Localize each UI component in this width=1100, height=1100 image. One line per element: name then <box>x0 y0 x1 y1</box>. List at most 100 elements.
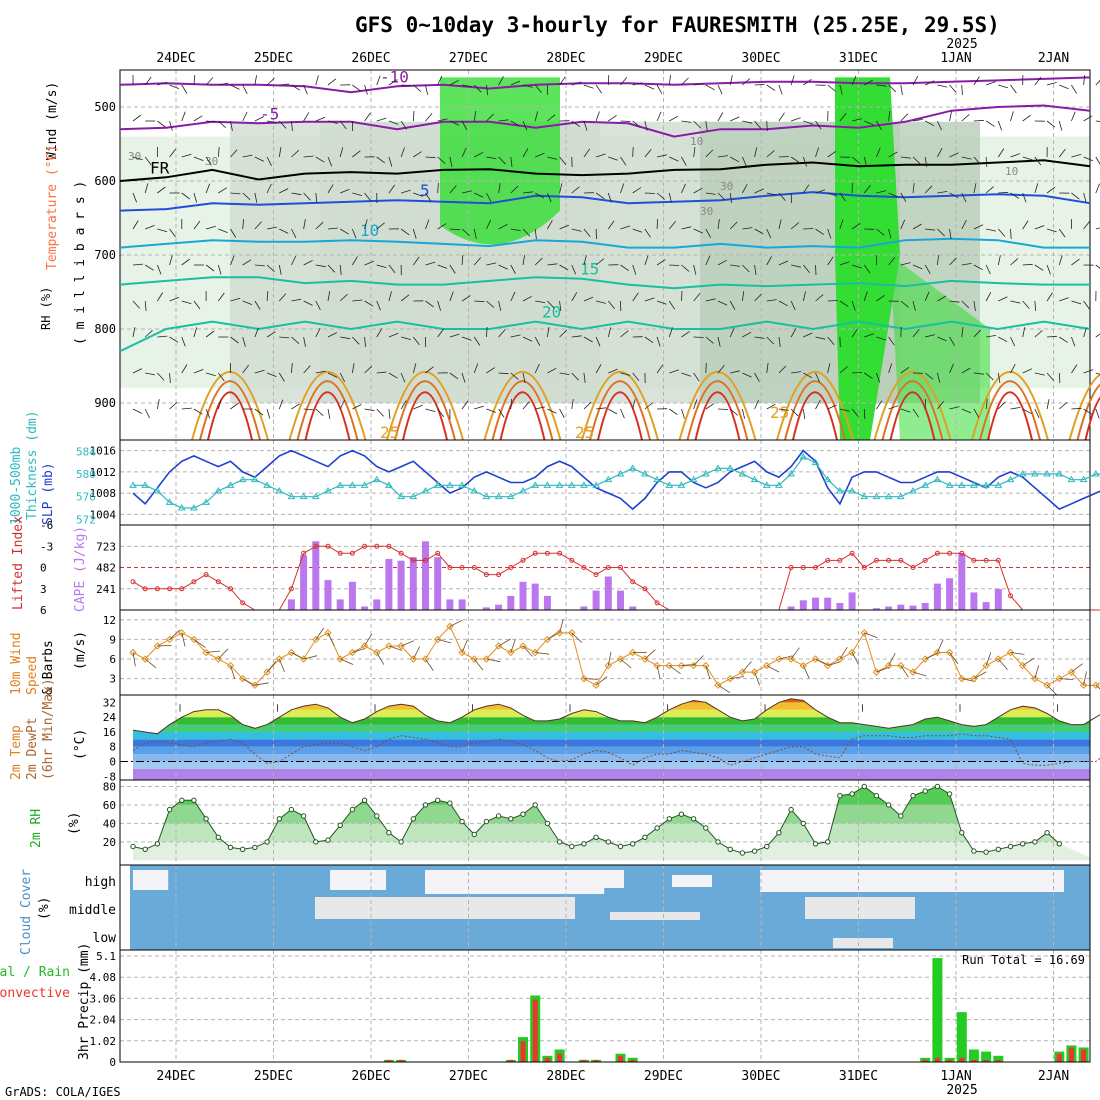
rh2m-marker <box>179 797 185 803</box>
wind-speed-marker <box>653 661 661 670</box>
wind-barb <box>937 148 943 158</box>
wind-barb <box>790 222 800 230</box>
wind-barb <box>157 372 165 381</box>
wind-speed-marker <box>1006 648 1015 657</box>
wind-barb <box>522 401 530 410</box>
wind-barb <box>364 336 366 347</box>
wind-barb <box>912 156 921 165</box>
wind-barb <box>571 186 580 194</box>
wind-barb <box>998 401 1006 410</box>
cape-bar <box>580 606 588 610</box>
temp-color-band <box>133 739 1090 747</box>
wind-barb <box>1095 408 1100 419</box>
wind-barb <box>827 363 831 374</box>
thickness-series-line <box>133 456 1100 509</box>
wind-barb <box>559 156 567 166</box>
wind-barb <box>437 118 448 122</box>
wind-barb <box>888 84 897 93</box>
wind-barb <box>900 408 911 413</box>
wind-speed-marker <box>726 674 734 683</box>
rh2m-marker <box>508 816 514 822</box>
precip-tick-label: 0 <box>109 1056 116 1069</box>
wind-barb <box>973 264 983 271</box>
isotherm-warm-arc <box>499 391 546 441</box>
wind-barb <box>364 192 372 202</box>
precip-conv-label: Convective <box>0 986 70 1001</box>
wind-barb <box>315 192 318 203</box>
temp-tick-label: 8 <box>109 741 116 754</box>
wind-barb <box>522 84 533 88</box>
wind-barb-10m <box>705 665 711 680</box>
wind-tick-label: 3 <box>109 673 116 686</box>
wind-barb <box>949 336 955 346</box>
wind-barb <box>827 404 837 410</box>
rh-contour-label: 30 <box>128 150 141 163</box>
wind-barb <box>668 192 672 203</box>
wind-barb <box>583 336 593 343</box>
wind-barb <box>986 335 997 338</box>
wind-barb <box>474 300 485 303</box>
wind-barb <box>461 120 468 130</box>
lifted-index-marker <box>849 550 855 556</box>
thickness-marker <box>1055 470 1064 477</box>
rh-color-band <box>133 841 1090 861</box>
wind-barb <box>291 362 293 374</box>
wind-barb <box>303 365 311 374</box>
wind-barb <box>315 408 324 416</box>
wind-speed-marker <box>763 661 771 670</box>
wind-barb <box>388 332 399 338</box>
wind-barb <box>510 398 512 410</box>
isotherm-label: -10 <box>380 67 409 86</box>
lifted-index-marker <box>971 557 977 563</box>
wind-barb <box>449 156 453 167</box>
wind-barb <box>498 156 506 165</box>
wind-barb-10m <box>998 658 1008 670</box>
rh-tick-label: 60 <box>103 799 116 812</box>
wind-barb <box>681 331 690 338</box>
thickness-marker <box>275 487 284 494</box>
wind-barb <box>863 408 866 420</box>
wind-barb <box>510 334 521 338</box>
rh2m-marker <box>130 843 136 850</box>
wind-barb <box>705 403 715 410</box>
wind-barb <box>632 292 639 302</box>
wind-barb <box>254 221 262 230</box>
wind-barb <box>1059 297 1069 302</box>
wind-barb <box>376 117 387 122</box>
rh-color-band <box>133 786 1090 805</box>
wind-barb <box>144 76 152 86</box>
wind-barb <box>486 326 488 338</box>
wind-barb-10m <box>169 629 181 640</box>
wind-barb <box>291 298 302 302</box>
wind-barb <box>1010 407 1021 410</box>
wind-barb <box>461 400 469 410</box>
wind-barb <box>132 300 140 309</box>
lifted-index-marker <box>800 565 806 570</box>
thickness-marker <box>531 481 540 488</box>
wind-barb <box>1022 300 1030 309</box>
wind-barb <box>132 368 143 374</box>
wind-barb <box>157 81 168 86</box>
cape-bar <box>897 604 905 610</box>
isotherm-warm-arc <box>881 380 944 441</box>
wind-barb <box>583 255 587 266</box>
wind-barb <box>583 120 588 131</box>
wind-barb <box>985 120 995 127</box>
thickness-marker <box>214 487 223 494</box>
wind-barb <box>547 192 552 203</box>
wind-speed-marker <box>958 674 966 683</box>
wind-barb <box>132 156 143 161</box>
wind-barb <box>510 185 519 194</box>
wind-barb <box>144 408 150 419</box>
lifted-index-marker <box>142 586 148 592</box>
wind-speed-marker <box>470 655 478 663</box>
bottom-date-label: 28DEC <box>546 1069 585 1084</box>
wind-barb <box>498 223 508 230</box>
wind-barb <box>668 75 671 86</box>
wind-barb-10m <box>900 665 909 678</box>
wind-barb <box>449 264 456 274</box>
wind-barb <box>1058 372 1061 384</box>
temp2m-line <box>132 698 1100 735</box>
rh2m-marker <box>325 837 331 843</box>
wind-barb-10m <box>644 649 656 660</box>
